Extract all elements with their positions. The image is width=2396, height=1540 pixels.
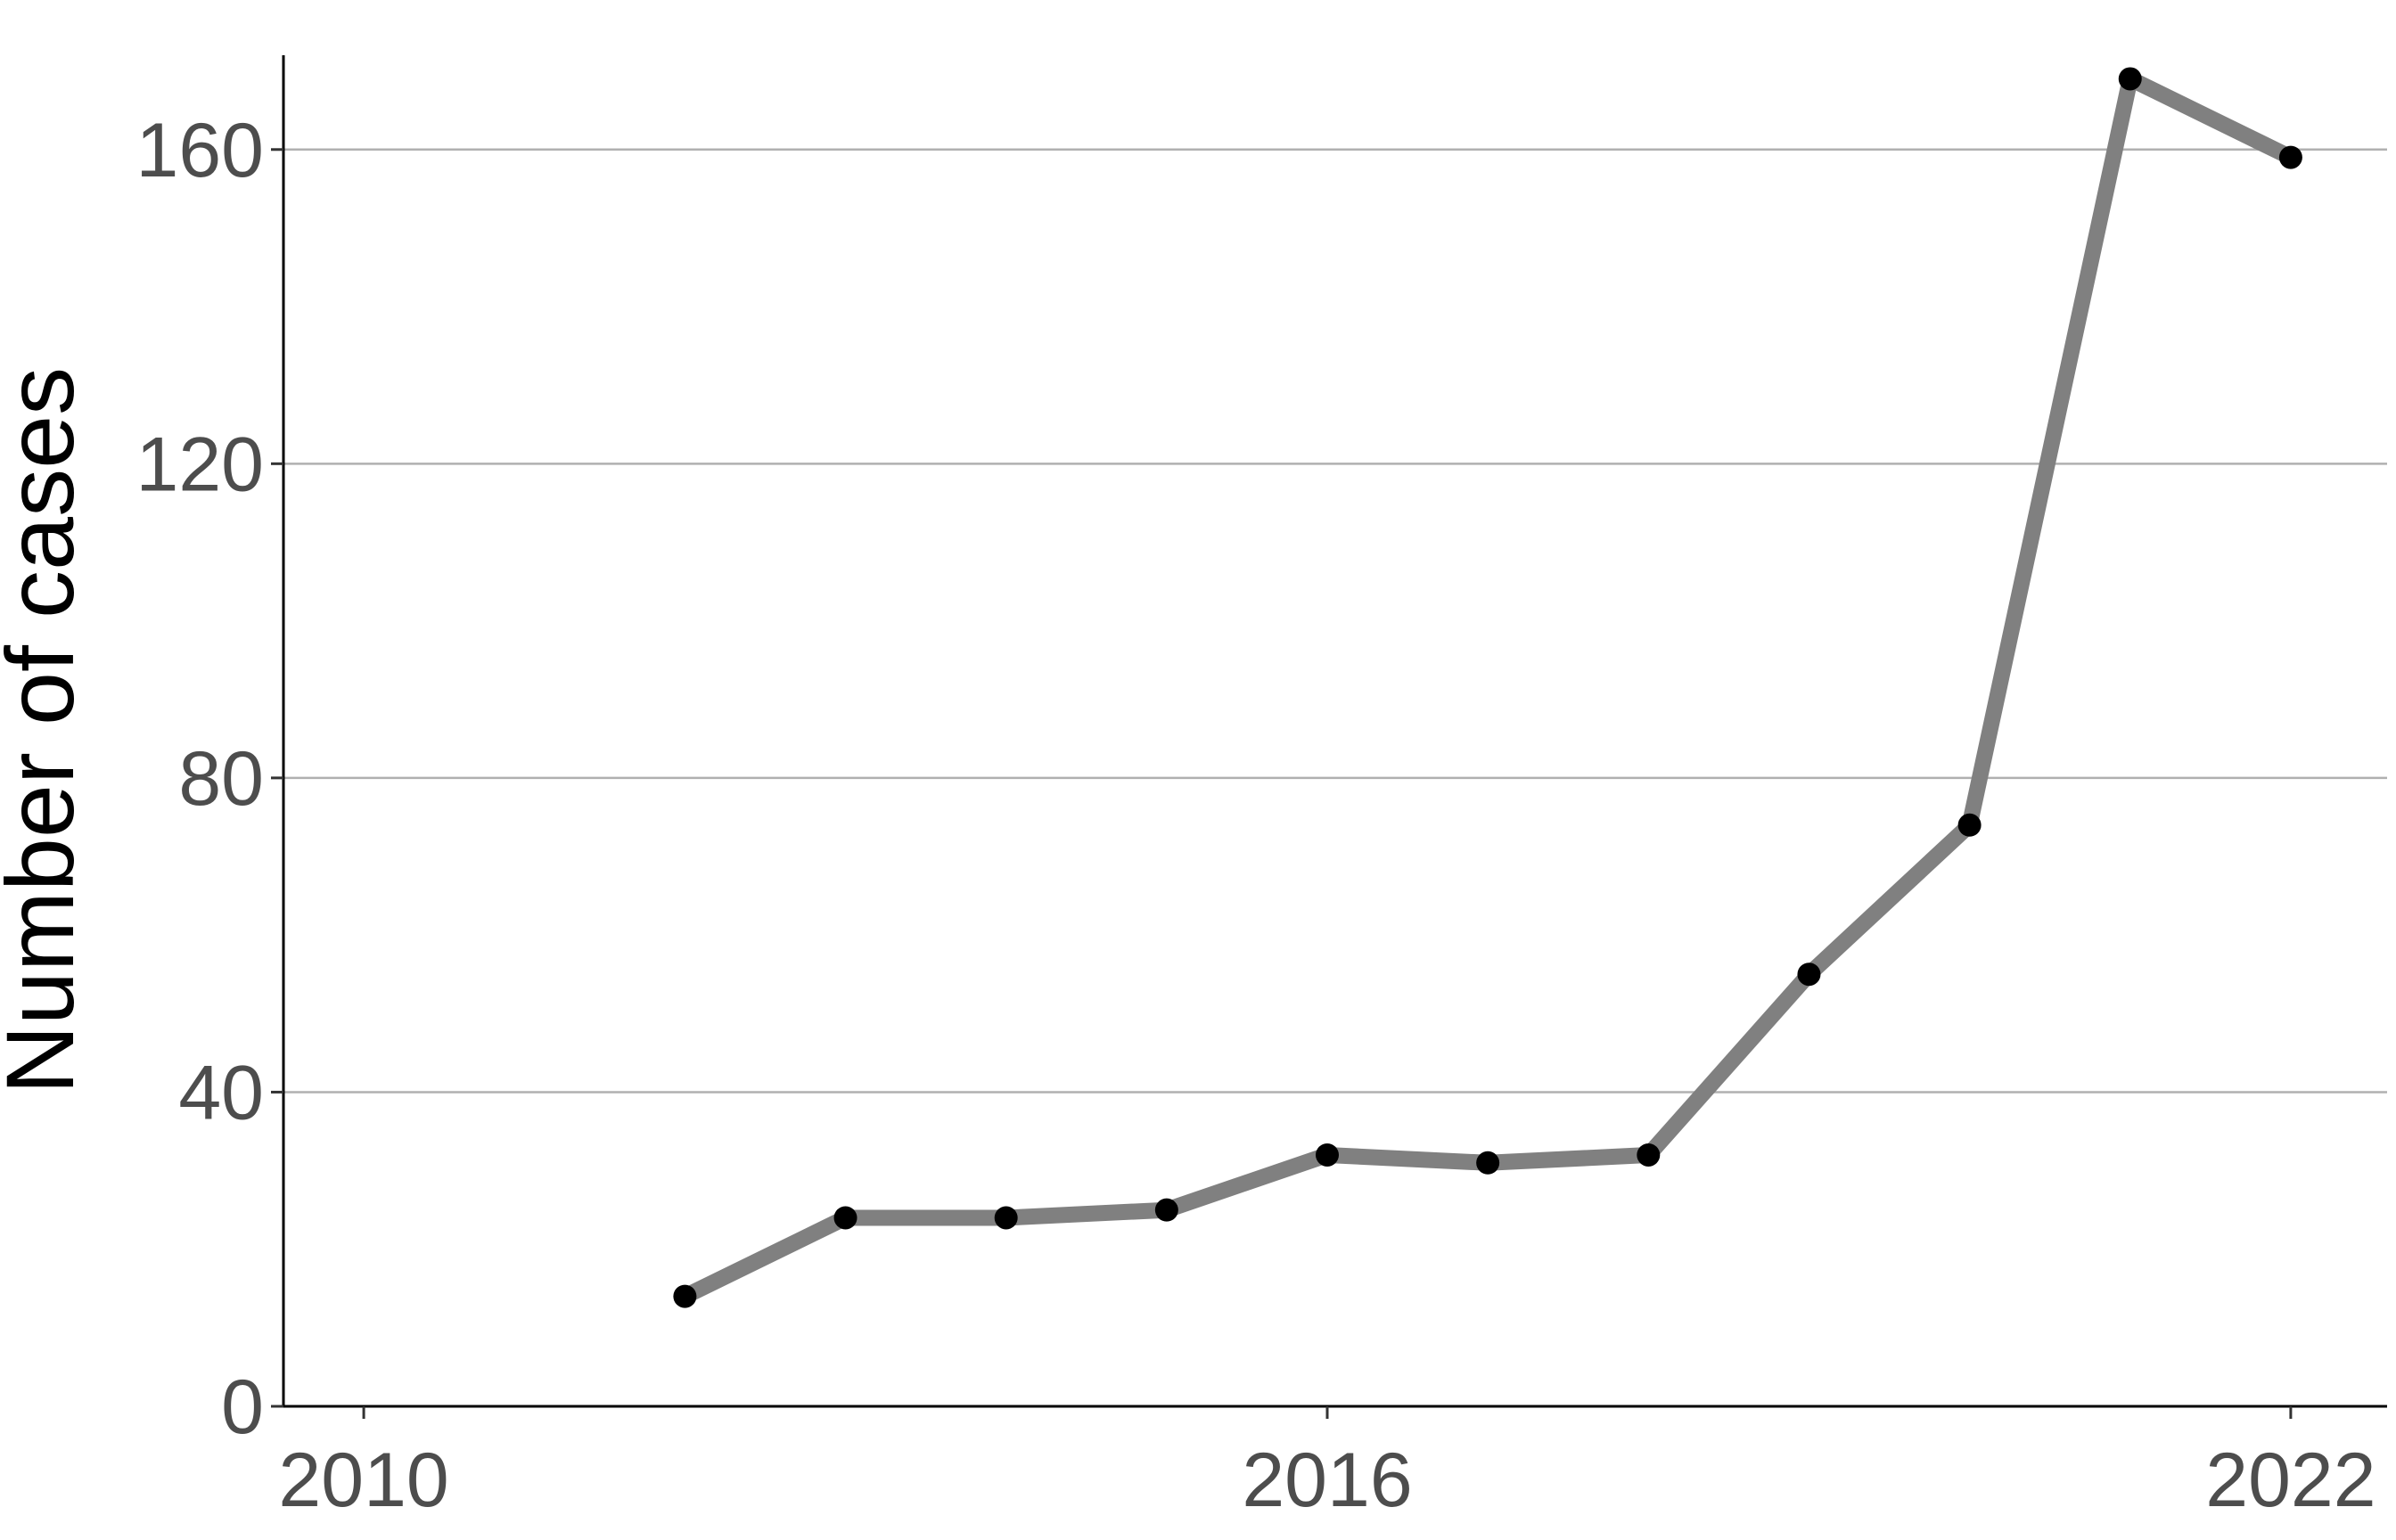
data-point-2017	[1476, 1151, 1500, 1175]
y-tick-label-80: 80	[178, 736, 264, 822]
data-point-2014	[994, 1206, 1018, 1230]
y-axis-ticks: 0 40 80 120 160	[136, 108, 283, 1450]
data-point-2022	[2278, 145, 2302, 169]
data-point-2015	[1154, 1198, 1178, 1222]
data-point-2012	[673, 1284, 697, 1308]
gridlines	[283, 148, 2387, 1094]
data-point-2013	[833, 1206, 857, 1230]
data-point-2018	[1637, 1143, 1661, 1167]
y-tick-label-160: 160	[136, 108, 265, 193]
y-tick-label-120: 120	[136, 422, 265, 507]
x-axis-ticks: 2010 2016 2022	[278, 1406, 2376, 1523]
data-point-2016	[1315, 1143, 1339, 1167]
x-tick-label-2010: 2010	[278, 1438, 448, 1523]
axes	[282, 55, 2387, 1408]
data-point-2020	[1957, 813, 1982, 837]
data-point-2021	[2118, 67, 2142, 91]
y-tick-label-40: 40	[178, 1050, 264, 1135]
data-point-2019	[1797, 962, 1821, 987]
series-line-0	[681, 70, 2294, 1304]
y-axis-title: Number of cases	[0, 367, 94, 1094]
series-layer	[673, 67, 2302, 1308]
x-tick-label-2022: 2022	[2205, 1438, 2375, 1523]
y-tick-label-0: 0	[221, 1364, 264, 1450]
x-tick-label-2016: 2016	[1242, 1438, 1412, 1523]
